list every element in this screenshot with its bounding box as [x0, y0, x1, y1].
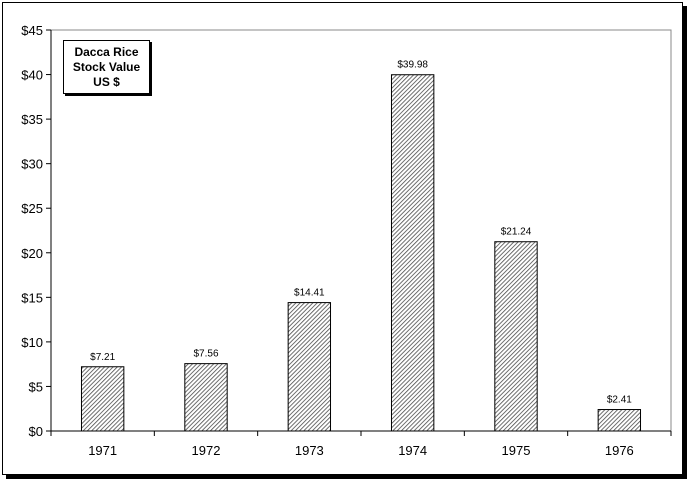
- bar: [287, 302, 332, 432]
- x-tick-label: 1976: [605, 443, 634, 458]
- legend: Dacca Rice Stock Value US $: [63, 40, 150, 94]
- bars: [80, 74, 642, 432]
- y-tick-label: $10: [21, 335, 43, 350]
- x-tick-label: 1972: [192, 443, 221, 458]
- y-tick-label: $30: [21, 157, 43, 172]
- data-label: $2.41: [607, 395, 632, 406]
- y-tick-label: $5: [29, 379, 43, 394]
- bar: [390, 74, 435, 432]
- data-label: $14.41: [294, 288, 325, 299]
- y-tick-label: $25: [21, 201, 43, 216]
- y-tick-label: $45: [21, 23, 43, 38]
- y-tick-label: $0: [29, 424, 43, 439]
- bar: [184, 363, 228, 432]
- bar: [597, 409, 642, 432]
- data-label: $7.21: [90, 352, 115, 363]
- y-tick-label: $35: [21, 112, 43, 127]
- legend-line-1: Dacca Rice: [74, 44, 139, 59]
- data-label: $7.56: [193, 349, 218, 360]
- bar: [494, 241, 538, 432]
- legend-line-2: Stock Value: [72, 59, 141, 74]
- x-tick-label: 1974: [398, 443, 427, 458]
- x-tick-label: 1975: [502, 443, 531, 458]
- x-tick-label: 1971: [88, 443, 117, 458]
- data-label: $39.98: [397, 60, 428, 71]
- data-label: $21.24: [501, 227, 532, 238]
- x-tick-label: 1973: [295, 443, 324, 458]
- y-tick-label: $20: [21, 246, 43, 261]
- data-labels: $7.21 $7.56 $14.41 $39.98 $21.24 $2.41: [90, 60, 632, 406]
- y-tick-label: $15: [21, 290, 43, 305]
- x-axis: 1971 1972 1973 1974 1975 1976: [50, 430, 672, 458]
- y-tick-label: $40: [21, 68, 43, 83]
- legend-line-3: US $: [93, 74, 120, 89]
- bar: [80, 366, 125, 432]
